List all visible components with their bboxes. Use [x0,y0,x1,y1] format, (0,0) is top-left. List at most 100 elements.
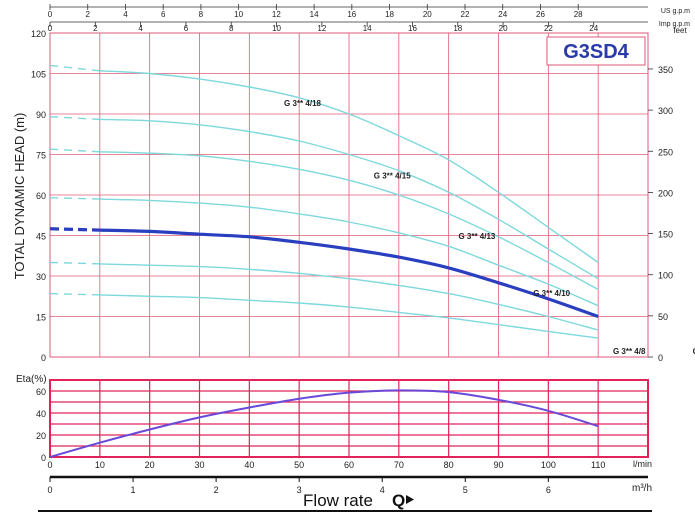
head-curve-line [99,263,599,331]
eta-tick-label: 20 [36,431,46,441]
lmin-tick-label: 80 [444,460,454,470]
curve-label: G 3** 4/10 [533,289,570,298]
eta-axis-label: Eta(%) [16,374,47,385]
us-gpm-tick-label: 8 [199,10,204,19]
head-curve-line [99,118,599,280]
curve-label: G 3** 4/8 [613,347,646,356]
m3h-tick-label: 2 [214,485,219,495]
head-curve-line [99,198,599,307]
imp-gpm-tick-label: 4 [138,24,143,33]
lmin-tick-label: 60 [344,460,354,470]
head-tick-label: 45 [36,232,46,242]
us-gpm-tick-label: 16 [347,10,356,19]
us-gpm-tick-label: 2 [86,10,91,19]
feet-tick-label: 200 [658,188,673,198]
us-gpm-tick-label: 26 [536,10,545,19]
head-tick-label: 15 [36,313,46,323]
head-tick-label: 0 [41,353,46,363]
feet-tick-label: 100 [658,271,673,281]
head-tick-label: 105 [31,70,46,80]
head-tick-label: 60 [36,191,46,201]
y-axis-label: TOTAL DYNAMIC HEAD (m) [12,113,27,280]
imp-gpm-tick-label: 8 [229,24,234,33]
imp-gpm-axis-label: Imp g.p.m [659,21,690,28]
efficiency-curve [49,389,599,458]
m3h-tick-label: 6 [546,485,551,495]
eta-tick-label: 40 [36,409,46,419]
us-gpm-tick-label: 4 [123,10,128,19]
us-gpm-tick-label: 12 [272,10,281,19]
us-gpm-tick-label: 6 [161,10,166,19]
lmin-tick-label: 110 [591,460,605,470]
us-gpm-tick-label: 18 [385,10,394,19]
imp-gpm-tick-label: 16 [408,24,417,33]
head-curve-line [99,151,599,291]
title-box [546,36,646,66]
us-gpm-tick-label: 14 [310,10,319,19]
flow-symbol: Q [392,491,405,510]
head-curve-line [99,294,599,339]
us-gpm-axis-label: US g.p.m [661,8,690,15]
m3h-tick-label: 1 [131,485,136,495]
imp-gpm-tick-label: 12 [317,24,326,33]
flow-arrow-icon [406,495,414,504]
head-tick-label: 30 [36,272,46,282]
lmin-tick-label: 10 [95,460,105,470]
x-axis-title: Flow rate [303,491,373,510]
imp-gpm-tick-label: 20 [499,24,508,33]
curve-label: G 3** 4/15 [374,172,411,181]
us-gpm-tick-label: 28 [574,10,583,19]
curve-label: G 3** 4/13 [458,232,495,241]
head-tick-label: 120 [31,29,46,39]
eta-tick-label: 0 [41,453,46,463]
feet-tick-label: 300 [658,106,673,116]
feet-tick-label: 0 [658,353,663,363]
head-curves [49,64,599,339]
m3h-unit-label: m³/h [632,483,652,494]
imp-gpm-tick-label: 0 [48,24,53,33]
feet-tick-label: 250 [658,147,673,157]
lmin-tick-label: 40 [244,460,254,470]
head-tick-label: 90 [36,110,46,120]
head-chart-axes: 0153045607590105120050100150200250300350… [31,4,673,363]
us-gpm-tick-label: 24 [498,10,507,19]
head-tick-label: 75 [36,151,46,161]
m3h-tick-label: 0 [47,485,52,495]
lmin-tick-label: 50 [294,460,304,470]
curve-label: G 3** 4/18 [284,99,321,108]
imp-gpm-tick-label: 22 [544,24,553,33]
us-gpm-tick-label: 0 [48,10,53,19]
eta-tick-label: 60 [36,387,46,397]
head-curve-line [99,70,599,264]
m3h-tick-label: 5 [463,485,468,495]
lmin-tick-label: 20 [145,460,155,470]
feet-axis-label: feet [673,26,687,35]
imp-gpm-tick-label: 10 [272,24,281,33]
feet-tick-label: 150 [658,230,673,240]
us-gpm-tick-label: 10 [234,10,243,19]
feet-tick-label: 50 [658,312,668,322]
head-curve-line [99,228,599,319]
chart-title: G3SD4 [563,41,629,63]
lmin-tick-label: 70 [394,460,404,470]
us-gpm-tick-label: 22 [461,10,470,19]
flow-rate-axes: 0 10 20 30 40 50 60 70 80 90 100 110 0 1 2 3 4 5 6 [47,460,648,495]
lmin-tick-label: 90 [493,460,503,470]
imp-gpm-tick-label: 6 [184,24,189,33]
m3h-tick-label: 4 [380,485,385,495]
lmin-tick-label: 30 [194,460,204,470]
lmin-tick-label: 100 [541,460,556,470]
curve-labels: G 3** 4/18 G 3** 4/15 G 3** 4/13 G 3** 4/10… [284,99,695,356]
us-gpm-tick-label: 20 [423,10,432,19]
imp-gpm-tick-label: 18 [453,24,462,33]
efficiency-chart: 0 20 40 60 [36,379,649,463]
imp-gpm-tick-label: 24 [589,24,598,33]
feet-tick-label: 350 [658,65,673,75]
lmin-unit-label: l/min [633,459,652,469]
lmin-tick-label: 0 [47,460,52,470]
curve-label: G 3** 4/6 [693,347,695,356]
imp-gpm-tick-label: 14 [363,24,372,33]
m3h-tick-label: 3 [297,485,302,495]
imp-gpm-tick-label: 2 [93,24,98,33]
